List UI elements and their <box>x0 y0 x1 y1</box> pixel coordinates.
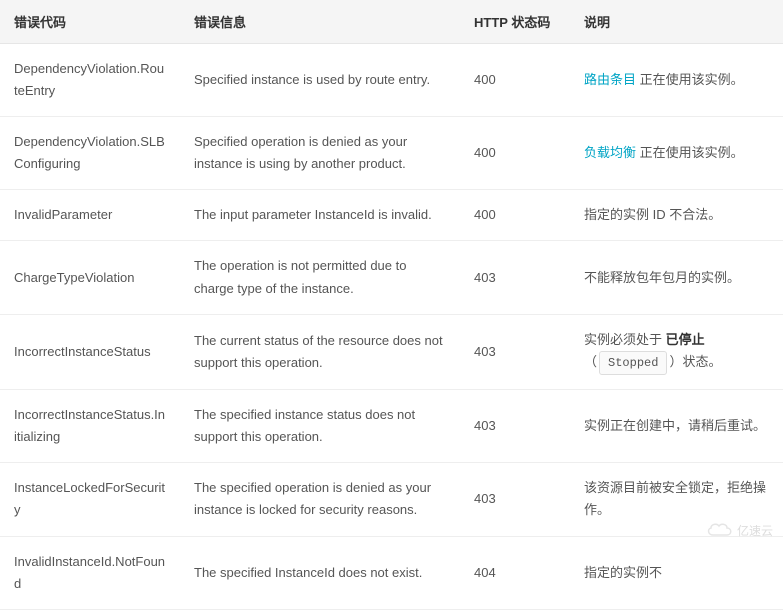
cell-error-info: The current status of the resource does … <box>180 314 460 389</box>
cell-description: 负载均衡 正在使用该实例。 <box>570 117 783 190</box>
desc-prefix: 实例必须处于 <box>584 332 666 347</box>
table-row: ChargeTypeViolation The operation is not… <box>0 241 783 314</box>
cell-http-code: 400 <box>460 190 570 241</box>
cell-error-code: IncorrectInstanceStatus.Initializing <box>0 390 180 463</box>
desc-text: 正在使用该实例。 <box>636 72 744 87</box>
cell-error-code: InvalidParameter <box>0 190 180 241</box>
cell-error-code: InvalidInstanceId.NotFound <box>0 536 180 609</box>
cell-description: 指定的实例不 <box>570 536 783 609</box>
table-row: InvalidInstanceId.NotFound The specified… <box>0 536 783 609</box>
header-error-code: 错误代码 <box>0 0 180 44</box>
table-row: DependencyViolation.SLBConfiguring Speci… <box>0 117 783 190</box>
cell-error-info: The input parameter InstanceId is invali… <box>180 190 460 241</box>
cell-http-code: 400 <box>460 117 570 190</box>
table-row: IncorrectInstanceStatus The current stat… <box>0 314 783 389</box>
cell-description: 不能释放包年包月的实例。 <box>570 241 783 314</box>
cell-error-info: Specified operation is denied as your in… <box>180 117 460 190</box>
cell-error-info: The specified instance status does not s… <box>180 390 460 463</box>
cell-error-code: InstanceLockedForSecurity <box>0 463 180 536</box>
cell-error-info: The operation is not permitted due to ch… <box>180 241 460 314</box>
cell-http-code: 403 <box>460 314 570 389</box>
route-entry-link[interactable]: 路由条目 <box>584 72 636 87</box>
slb-link[interactable]: 负载均衡 <box>584 145 636 160</box>
stopped-chip: Stopped <box>599 351 667 375</box>
cell-error-code: ChargeTypeViolation <box>0 241 180 314</box>
table-header-row: 错误代码 错误信息 HTTP 状态码 说明 <box>0 0 783 44</box>
cell-error-info: Specified instance is used by route entr… <box>180 44 460 117</box>
cell-error-code: IncorrectInstanceStatus <box>0 314 180 389</box>
cell-http-code: 404 <box>460 536 570 609</box>
table-row: InvalidParameter The input parameter Ins… <box>0 190 783 241</box>
cell-http-code: 403 <box>460 241 570 314</box>
desc-open: （ <box>584 354 597 369</box>
cell-description: 路由条目 正在使用该实例。 <box>570 44 783 117</box>
table-row: IncorrectInstanceStatus.Initializing The… <box>0 390 783 463</box>
cell-error-code: DependencyViolation.SLBConfiguring <box>0 117 180 190</box>
table-row: DependencyViolation.RouteEntry Specified… <box>0 44 783 117</box>
desc-bold: 已停止 <box>666 332 705 347</box>
cell-error-code: DependencyViolation.RouteEntry <box>0 44 180 117</box>
cell-description: 指定的实例 ID 不合法。 <box>570 190 783 241</box>
table-row: InstanceLockedForSecurity The specified … <box>0 463 783 536</box>
cell-description: 该资源目前被安全锁定，拒绝操作。 <box>570 463 783 536</box>
cell-error-info: The specified InstanceId does not exist. <box>180 536 460 609</box>
cell-http-code: 403 <box>460 390 570 463</box>
desc-close: ）状态。 <box>669 354 721 369</box>
cell-description: 实例必须处于 已停止 （Stopped）状态。 <box>570 314 783 389</box>
error-code-table: 错误代码 错误信息 HTTP 状态码 说明 DependencyViolatio… <box>0 0 783 610</box>
header-error-info: 错误信息 <box>180 0 460 44</box>
desc-text: 正在使用该实例。 <box>636 145 744 160</box>
cell-http-code: 403 <box>460 463 570 536</box>
header-http-code: HTTP 状态码 <box>460 0 570 44</box>
cell-description: 实例正在创建中，请稍后重试。 <box>570 390 783 463</box>
header-description: 说明 <box>570 0 783 44</box>
cell-http-code: 400 <box>460 44 570 117</box>
cell-error-info: The specified operation is denied as you… <box>180 463 460 536</box>
